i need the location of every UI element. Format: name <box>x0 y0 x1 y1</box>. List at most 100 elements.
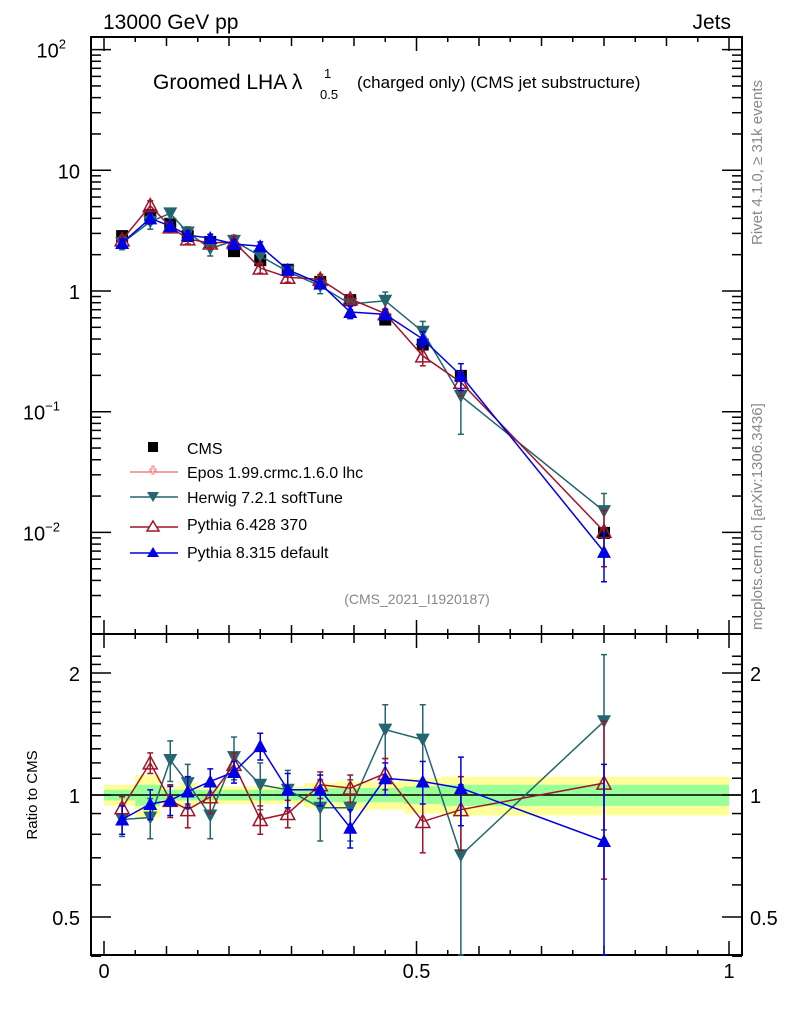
y-tick-label: 2 <box>69 664 80 686</box>
data-point <box>378 771 393 785</box>
ratio-panel-series <box>113 653 613 956</box>
data-point <box>163 793 178 807</box>
header-process-label: Jets <box>692 11 731 34</box>
data-point <box>341 779 359 795</box>
x-tick-label: 0.5 <box>403 961 431 983</box>
mcplots-label: mcplots.cern.ch [arXiv:1306.3436] <box>749 403 766 630</box>
y-tick-label: 1 <box>69 282 80 304</box>
data-point <box>253 739 268 753</box>
main-panel-series <box>113 197 613 583</box>
y-tick-label: 0.5 <box>52 908 80 930</box>
series-herwig-7-2-1-softtune <box>115 207 611 539</box>
data-point <box>251 810 269 827</box>
legend: CMS Epos 1.99.crmc.1.6.0 lhc Herwig 7.2.… <box>130 441 363 562</box>
x-tick-label: 1 <box>723 961 734 983</box>
data-point <box>343 820 358 834</box>
legend-label-epos: Epos 1.99.crmc.1.6.0 lhc <box>187 465 363 482</box>
data-point <box>343 801 358 815</box>
y-tick-label: 10−1 <box>23 399 60 425</box>
data-point <box>115 812 130 826</box>
data-point <box>203 774 218 788</box>
y-tick-label: 10−2 <box>23 519 60 545</box>
data-point <box>415 733 430 747</box>
plot-title-sup: 1 <box>324 66 331 81</box>
legend-marker-pythia8 <box>147 547 159 557</box>
data-point <box>253 249 268 263</box>
legend-item-pythia6: Pythia 6.428 370 <box>130 517 307 534</box>
data-point <box>343 304 358 318</box>
series-pythia-8-315-default <box>115 732 611 956</box>
legend-marker-cms <box>148 442 158 452</box>
data-point <box>597 544 611 558</box>
y-tick-label: 102 <box>37 37 66 63</box>
data-point <box>253 239 268 253</box>
data-point <box>597 834 611 848</box>
data-point <box>415 332 430 346</box>
data-point <box>251 259 269 275</box>
rivet-version-label: Rivet 4.1.0, ≥ 31k events <box>749 80 766 245</box>
plot-title-suffix: (charged only) (CMS jet substructure) <box>357 73 640 92</box>
data-point <box>414 347 432 363</box>
data-point <box>180 228 195 242</box>
legend-label-pythia6: Pythia 6.428 370 <box>187 517 307 534</box>
data-point <box>115 235 130 249</box>
data-point <box>280 262 295 276</box>
data-point <box>453 849 468 863</box>
legend-item-cms: CMS <box>148 441 223 458</box>
data-point <box>313 276 328 290</box>
data-point <box>341 290 359 306</box>
data-point <box>415 774 430 788</box>
header-energy-label: 13000 GeV pp <box>103 11 238 34</box>
y-tick-label-right: 1 <box>750 786 761 808</box>
main-panel-axes: 102 10 1 10−1 10−2 <box>23 36 743 635</box>
x-tick-label: 0 <box>98 961 109 983</box>
legend-label-cms: CMS <box>187 441 223 458</box>
legend-item-pythia8: Pythia 8.315 default <box>130 545 329 562</box>
data-point <box>378 294 393 308</box>
data-point <box>279 268 297 284</box>
legend-item-epos: Epos 1.99.crmc.1.6.0 lhc <box>130 465 363 482</box>
data-point <box>313 782 328 796</box>
data-point <box>143 797 158 811</box>
series-pythia-8-315-default <box>115 211 611 583</box>
data-point <box>279 804 297 821</box>
data-point <box>313 801 328 815</box>
data-point <box>227 237 241 251</box>
data-point <box>453 781 468 795</box>
y-tick-label-right: 0.5 <box>750 908 778 930</box>
y-tick-exponent: −1 <box>45 399 60 414</box>
data-point <box>143 211 158 225</box>
legend-label-pythia8: Pythia 8.315 default <box>187 545 329 562</box>
data-point <box>280 782 295 796</box>
data-point <box>203 809 218 823</box>
data-point <box>163 207 178 221</box>
data-point <box>203 230 218 244</box>
data-point <box>378 307 393 321</box>
data-point <box>414 812 432 829</box>
data-point <box>378 723 393 737</box>
y-tick-label-right: 2 <box>750 664 761 686</box>
legend-label-herwig: Herwig 7.2.1 softTune <box>187 490 343 507</box>
data-point <box>201 788 219 804</box>
analysis-id-label: (CMS_2021_I1920187) <box>344 591 490 607</box>
legend-marker-pythia6 <box>145 519 161 532</box>
data-point <box>163 219 178 233</box>
legend-item-herwig: Herwig 7.2.1 softTune <box>130 490 343 507</box>
data-point <box>453 368 468 382</box>
data-point <box>253 778 268 792</box>
y-tick-exponent: −2 <box>45 519 60 534</box>
data-point <box>163 754 178 768</box>
series-pythia-6-428-370 <box>113 197 613 568</box>
y-tick-label: 10 <box>58 161 80 183</box>
data-point <box>180 784 195 798</box>
data-point <box>179 801 197 817</box>
legend-marker-herwig <box>147 492 159 502</box>
ratio-panel-axes: 0 0.5 1 2 2 1 1 0.5 0.5 <box>52 633 778 983</box>
series-line <box>122 720 605 857</box>
y-tick-label: 1 <box>69 786 80 808</box>
ratio-y-axis-label: Ratio to CMS <box>24 750 41 839</box>
series-line <box>121 204 605 532</box>
plot-title-main: Groomed LHA λ <box>153 71 303 94</box>
plot-title-sub: 0.5 <box>320 87 338 102</box>
data-point <box>227 764 241 778</box>
